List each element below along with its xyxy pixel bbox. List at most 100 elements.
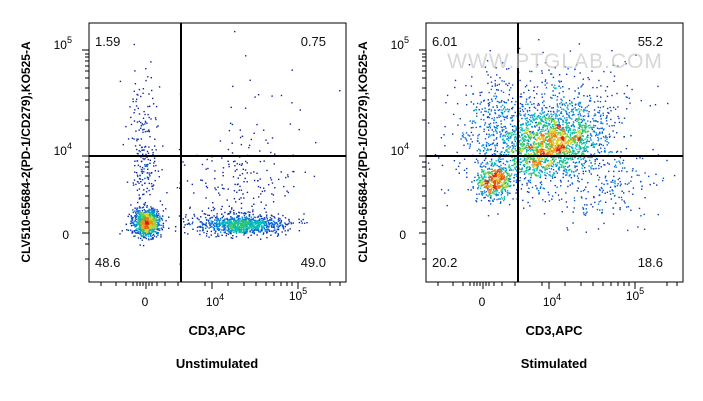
event-dot [552, 114, 554, 116]
event-dot [585, 124, 587, 126]
event-dot [595, 135, 597, 137]
event-dot [573, 140, 575, 142]
event-dot [568, 102, 571, 105]
event-dot [176, 187, 179, 189]
event-dot [511, 164, 513, 167]
event-dot [565, 120, 567, 122]
event-dot [568, 151, 570, 154]
event-dot [559, 134, 561, 136]
event-dot [541, 143, 543, 145]
event-dot [485, 190, 488, 193]
event-dot [207, 220, 210, 222]
event-dot [600, 150, 603, 153]
event-dot [571, 118, 573, 120]
event-dot [135, 218, 137, 221]
event-dot [235, 201, 237, 203]
event-dot [142, 227, 145, 230]
event-dot [130, 222, 132, 225]
event-dot [495, 187, 498, 190]
event-dot [543, 161, 546, 163]
event-dot [547, 129, 550, 132]
event-dot [243, 230, 245, 232]
event-dot [155, 149, 157, 151]
event-dot [587, 136, 589, 138]
event-dot [557, 140, 559, 142]
event-dot [539, 150, 541, 152]
event-dot [478, 185, 480, 187]
event-dot [489, 185, 492, 187]
event-dot [577, 135, 579, 137]
event-dot [148, 230, 150, 232]
event-dot [570, 132, 572, 134]
event-dot [183, 226, 185, 228]
event-dot [141, 227, 143, 230]
event-dot [535, 132, 537, 134]
event-dot [599, 143, 601, 145]
event-dot [554, 135, 557, 137]
event-dot [569, 135, 572, 137]
event-dot [146, 226, 148, 228]
event-dot [586, 95, 589, 97]
event-dot [521, 145, 523, 148]
event-dot [474, 176, 476, 178]
event-dot [504, 178, 507, 180]
event-dot [244, 213, 247, 215]
event-dot [256, 123, 258, 126]
event-dot [152, 212, 155, 214]
event-dot [492, 184, 495, 187]
event-dot [544, 84, 546, 86]
event-dot [239, 229, 241, 231]
event-dot [132, 182, 134, 184]
event-dot [604, 137, 606, 139]
event-dot [508, 172, 510, 175]
event-dot [271, 222, 273, 224]
event-dot [160, 234, 162, 236]
event-dot [521, 105, 523, 108]
event-dot [491, 179, 494, 181]
event-dot [227, 228, 230, 230]
event-dot [487, 168, 489, 170]
event-dot [550, 160, 552, 162]
event-dot [498, 171, 501, 173]
event-dot [486, 185, 488, 188]
event-dot [528, 145, 530, 147]
event-dot [484, 183, 486, 185]
event-dot [553, 161, 555, 163]
density-dots [427, 39, 676, 233]
event-dot [244, 107, 247, 109]
event-dot [149, 217, 151, 219]
event-dot [200, 220, 202, 223]
event-dot [142, 92, 144, 94]
event-dot [596, 127, 599, 129]
event-dot [482, 193, 484, 195]
event-dot [509, 185, 511, 187]
event-dot [529, 116, 532, 119]
event-dot [138, 217, 141, 219]
event-dot [470, 131, 473, 134]
event-dot [134, 145, 137, 147]
event-dot [571, 110, 573, 112]
event-dot [558, 127, 560, 130]
event-dot [144, 165, 146, 167]
event-dot [492, 200, 494, 202]
event-dot [205, 197, 207, 199]
event-dot [536, 109, 539, 111]
event-dot [261, 220, 264, 222]
event-dot [566, 73, 568, 75]
event-dot [196, 217, 198, 219]
event-dot [269, 219, 271, 221]
event-dot [143, 224, 146, 226]
event-dot [231, 152, 234, 154]
event-dot [210, 223, 212, 225]
event-dot [534, 107, 537, 109]
event-dot [522, 164, 525, 166]
event-dot [204, 213, 207, 215]
event-dot [251, 222, 253, 225]
event-dot [154, 231, 156, 233]
event-dot [235, 213, 238, 215]
event-dot [499, 198, 501, 200]
event-dot [283, 185, 285, 188]
event-dot [214, 222, 217, 225]
event-dot [154, 145, 156, 147]
